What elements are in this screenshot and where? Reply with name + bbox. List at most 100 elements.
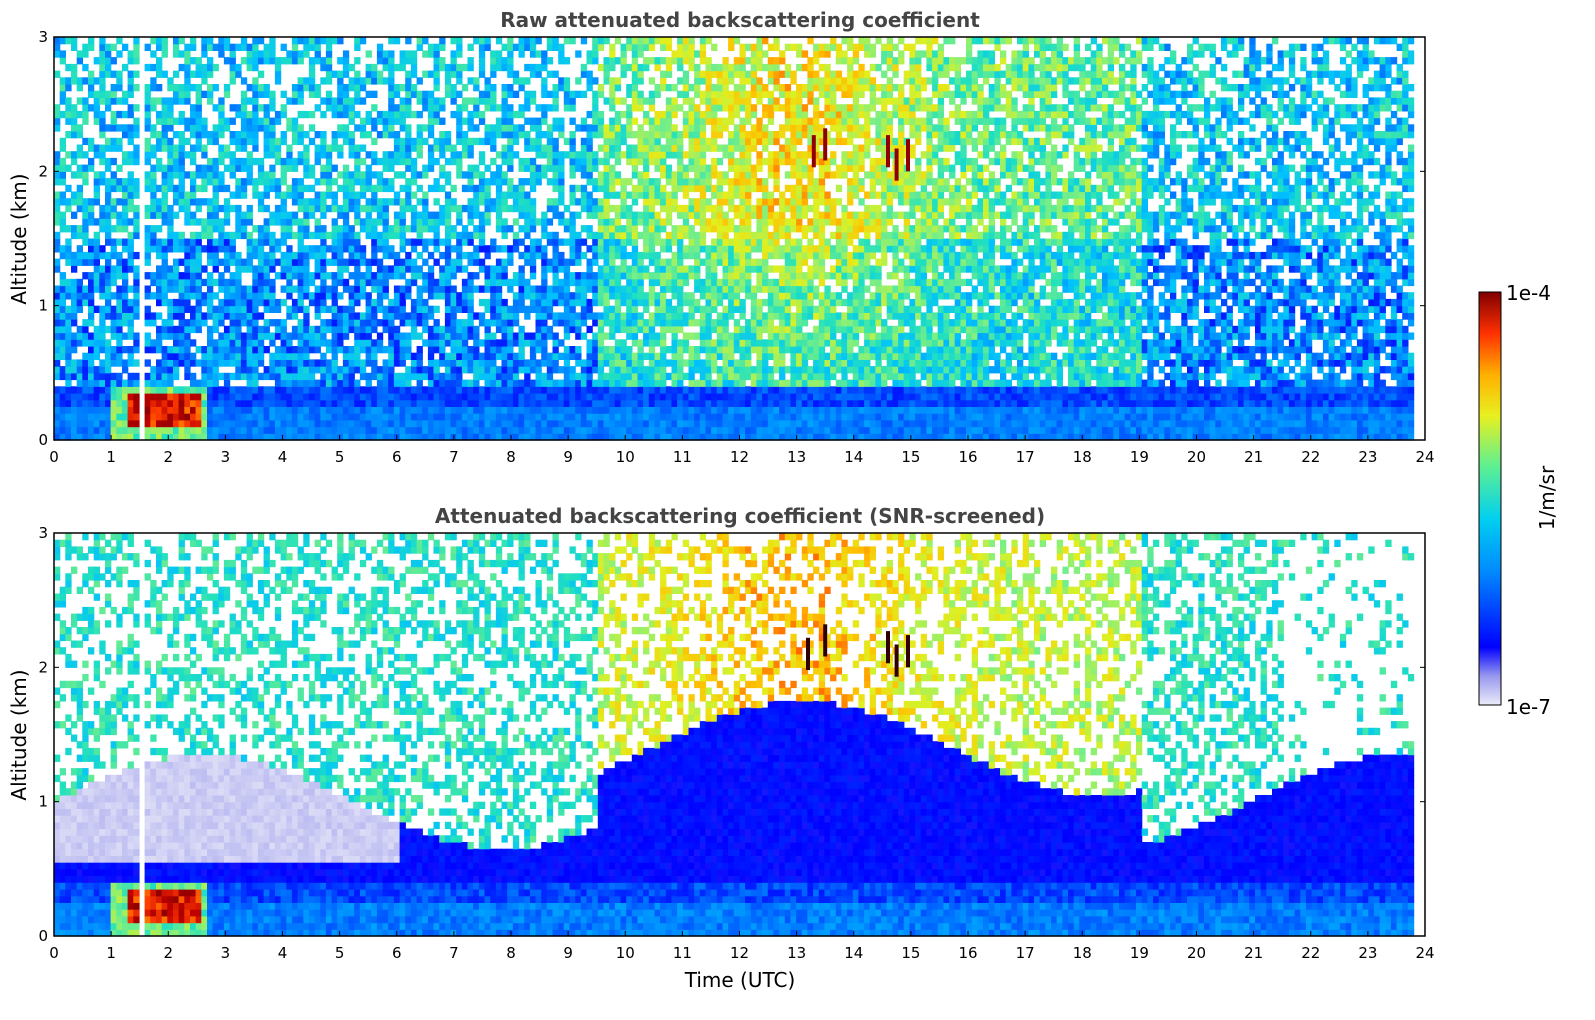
heat-cell [620,204,627,213]
heat-cell [280,157,287,166]
heat-cell [76,292,83,300]
heat-cell [631,97,639,105]
heat-cell [388,124,395,132]
heat-cell [297,258,304,266]
heat-cell [382,366,389,374]
heat-cell [575,399,582,407]
heat-cell [286,117,293,125]
heat-cell [631,144,639,152]
heat-cell [660,124,667,132]
heat-cell [614,285,622,293]
heat-cell [127,110,134,119]
heat-cell [54,258,61,266]
heat-cell [524,332,531,340]
heat-cell [552,124,559,132]
heat-cell [359,393,367,401]
heat-cell [207,63,214,72]
heat-cell [93,406,100,414]
heat-cell [280,164,287,172]
heat-cell [348,426,355,434]
heat-cell [354,97,361,105]
heat-cell [348,359,355,367]
heat-cell [507,157,514,166]
heat-cell [665,305,673,313]
heat-cell [195,312,202,320]
heat-cell [439,433,446,441]
heat-cell [127,84,134,92]
heat-cell [365,204,372,213]
heat-cell [490,50,497,58]
heat-cell [156,184,163,193]
heat-cell [643,332,650,340]
heat-cell [320,231,327,240]
heat-cell [116,272,123,280]
heat-cell [218,157,225,166]
heat-cell [218,278,225,287]
heat-cell [297,332,304,340]
heat-cell [127,305,134,313]
heat-cell [529,251,537,260]
heat-cell [274,413,282,421]
heat-cell [76,151,83,159]
heat-cell [257,393,265,401]
heat-cell [110,90,117,98]
heat-cell [82,352,89,360]
heat-cell [88,211,95,219]
heat-cell [427,352,435,360]
heat-cell [212,319,219,327]
heat-cell [609,77,616,85]
heat-cell [643,97,650,105]
heat-cell [65,352,72,360]
heat-cell [654,37,661,45]
heat-cell [201,298,208,307]
heat-cell [223,419,231,428]
heat-cell [558,319,565,327]
heat-cell [240,393,248,401]
heat-cell [167,325,174,334]
heat-cell [303,218,310,226]
heat-cell [65,346,72,354]
heat-cell [178,178,185,186]
heat-cell [388,84,395,92]
heat-cell [54,305,61,313]
heat-cell [218,272,225,280]
heat-cell [535,104,542,112]
heat-cell [626,379,633,387]
heat-cell [280,191,287,199]
heat-cell [501,325,508,334]
heat-cell [201,292,208,300]
heat-cell [269,285,276,293]
heat-cell [99,379,106,387]
heat-cell [274,406,282,414]
heat-cell [88,278,95,287]
heat-cell [371,117,378,125]
heat-cell [252,57,259,65]
heat-cell [246,238,253,246]
heat-cell [524,426,531,434]
heat-cell [671,352,678,360]
heat-cell [190,110,197,119]
heat-cell [637,218,644,226]
heat-cell [450,144,457,152]
heat-cell [677,77,684,85]
heat-cell [637,413,644,421]
heat-cell [648,312,656,320]
heat-cell [614,211,622,219]
heat-cell [665,178,673,186]
heat-cell [558,426,565,434]
heat-cell [133,298,140,307]
heat-cell [376,372,384,381]
heat-cell [597,413,605,421]
heat-cell [156,157,163,166]
heat-cell [467,63,474,72]
heat-cell [405,90,412,98]
heat-cell [365,325,372,334]
heat-cell [501,191,508,199]
heat-cell [342,225,350,233]
heat-cell [110,352,117,360]
heat-cell [671,171,678,179]
heat-cell [688,359,695,367]
heat-cell [626,386,633,394]
heat-cell [223,312,231,320]
heat-cell [507,339,514,347]
